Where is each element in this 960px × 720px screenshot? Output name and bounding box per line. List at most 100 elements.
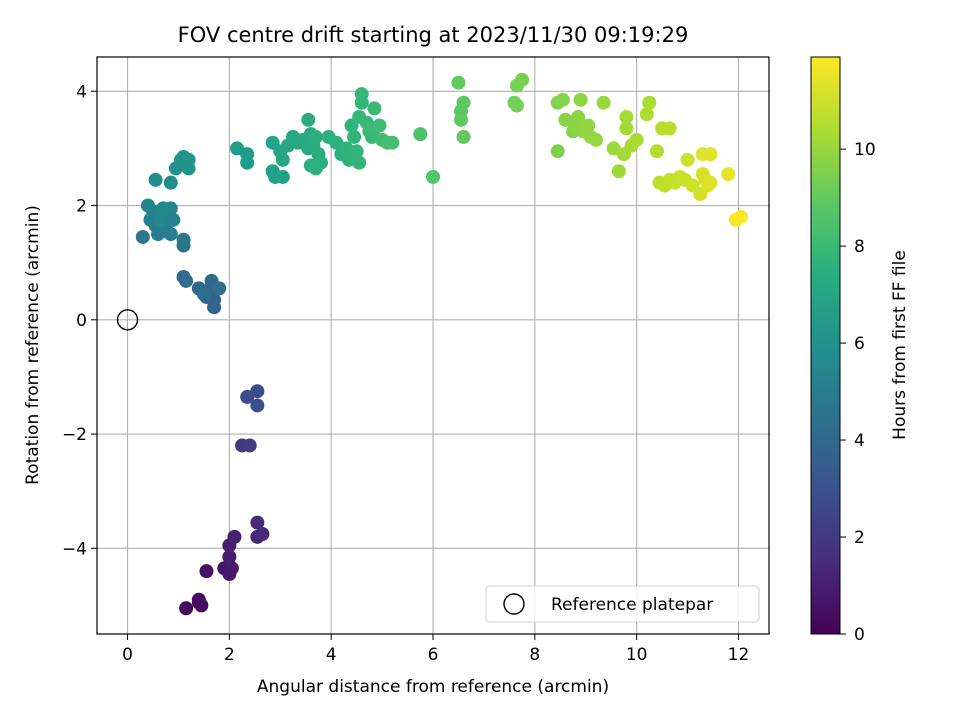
x-axis-ticks: 0 2 4 6 8 10 12 [122, 634, 749, 665]
data-point [703, 175, 718, 190]
colorbar-ticks: 0 2 4 6 8 10 [840, 140, 876, 645]
data-point [515, 72, 530, 87]
reference-platepar-marker [116, 309, 139, 331]
data-point [314, 155, 328, 170]
data-point [619, 109, 634, 124]
data-point [240, 389, 255, 404]
y-tick-label: −2 [62, 425, 87, 445]
colorbar-tick-label: 0 [854, 625, 865, 645]
data-point [166, 212, 181, 227]
data-point [413, 127, 428, 142]
data-point [571, 109, 586, 124]
data-point [179, 273, 194, 288]
data-points [116, 72, 748, 616]
data-point [181, 161, 196, 176]
data-point [456, 129, 471, 144]
colorbar-tick-label: 10 [854, 140, 876, 160]
data-point [721, 167, 736, 182]
data-point [354, 87, 369, 102]
legend-label: Reference platepar [551, 595, 713, 615]
data-point [629, 132, 644, 147]
data-point [558, 112, 573, 127]
data-point [619, 121, 634, 136]
data-point [250, 515, 265, 530]
data-point [196, 287, 211, 302]
data-point [308, 129, 323, 144]
data-point [581, 118, 596, 133]
y-tick-label: 4 [76, 82, 87, 102]
data-point [156, 201, 171, 216]
data-point [227, 529, 242, 544]
colorbar [810, 56, 841, 635]
x-tick-label: 2 [224, 645, 235, 665]
data-point [148, 172, 163, 187]
colorbar-tick-label: 8 [854, 237, 865, 257]
data-point [456, 95, 471, 110]
x-tick-label: 6 [428, 645, 439, 665]
x-tick-label: 8 [529, 645, 540, 665]
data-point [510, 98, 524, 113]
data-point [639, 107, 654, 122]
data-point [680, 152, 695, 167]
data-point [199, 564, 214, 579]
data-point [163, 227, 178, 242]
y-tick-label: 2 [76, 197, 87, 217]
data-point [642, 95, 657, 110]
x-tick-label: 4 [326, 645, 337, 665]
colorbar-tick-label: 4 [854, 431, 865, 451]
y-tick-label: 0 [76, 311, 87, 331]
x-tick-label: 0 [122, 645, 133, 665]
data-point [222, 549, 237, 564]
grid-lines [97, 57, 769, 634]
data-point [662, 121, 677, 136]
data-point [212, 281, 227, 296]
data-point [426, 169, 440, 184]
data-point [250, 384, 265, 399]
data-point [347, 129, 362, 144]
data-point [367, 101, 382, 116]
data-point [385, 135, 400, 150]
data-point [255, 527, 270, 542]
x-tick-label: 12 [728, 645, 750, 665]
colorbar-label: Hours from first FF file [890, 250, 910, 440]
legend-box [485, 585, 760, 623]
data-point [153, 212, 168, 227]
y-axis-label: Rotation from reference (arcmin) [23, 205, 43, 485]
data-point [349, 144, 364, 159]
data-point [207, 300, 222, 315]
data-point [352, 155, 367, 170]
data-point [191, 592, 206, 607]
data-point [135, 229, 150, 244]
data-point [555, 92, 570, 107]
colorbar-tick-label: 2 [854, 528, 865, 548]
data-point [734, 209, 748, 224]
data-point [650, 144, 664, 159]
x-axis-label: Angular distance from reference (arcmin) [257, 677, 609, 697]
data-point [301, 112, 316, 127]
data-point [596, 95, 611, 110]
data-point [606, 141, 621, 156]
data-point [163, 175, 178, 190]
y-axis-ticks: −4 −2 0 2 4 [62, 82, 97, 559]
data-point [573, 92, 588, 107]
data-point [588, 132, 603, 147]
x-tick-label: 10 [626, 645, 648, 665]
data-point [179, 601, 194, 616]
data-point [451, 75, 466, 90]
data-point [703, 147, 718, 162]
colorbar-tick-label: 6 [854, 334, 865, 354]
data-point [224, 561, 239, 576]
data-point [329, 135, 344, 150]
data-point [275, 169, 290, 184]
data-point [454, 112, 468, 127]
data-point [240, 155, 255, 170]
legend: Reference platepar [485, 585, 760, 623]
data-point [550, 144, 565, 159]
data-point [242, 438, 257, 453]
chart-title: FOV centre drift starting at 2023/11/30 … [178, 23, 689, 47]
data-point [176, 232, 191, 247]
legend-marker [503, 593, 525, 615]
y-tick-label: −4 [62, 539, 87, 559]
data-point [372, 118, 387, 133]
